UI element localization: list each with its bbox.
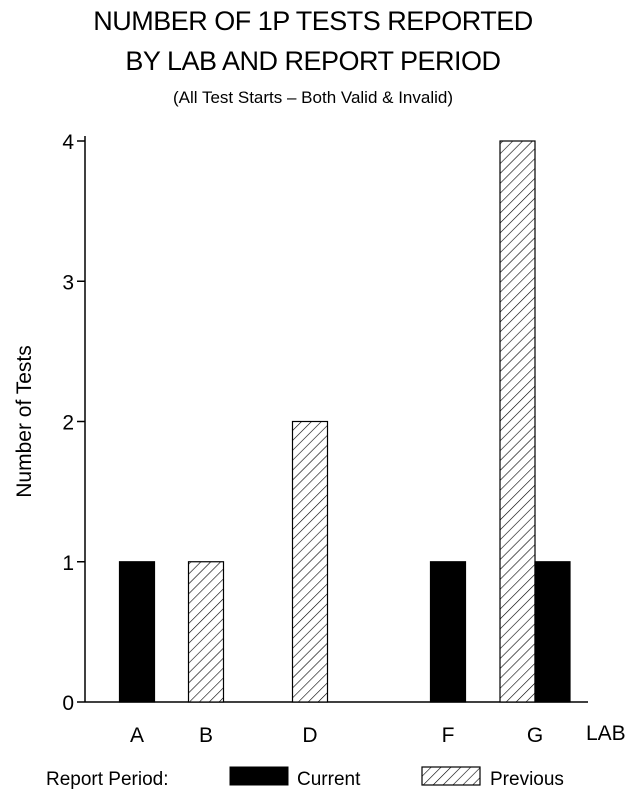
x-tick-label: G — [527, 724, 543, 747]
bar-current-g — [534, 561, 571, 703]
legend-label-current: Current — [297, 769, 361, 790]
legend-title: Report Period: — [46, 769, 169, 790]
legend: Report Period: Current Previous — [46, 766, 564, 790]
legend-swatch-current — [229, 766, 289, 786]
x-tick-label: F — [442, 724, 455, 747]
chart-title: NUMBER OF 1P TESTS REPORTED — [93, 6, 533, 36]
y-tick-label: 0 — [62, 692, 74, 715]
bar-previous-g — [499, 140, 536, 703]
y-axis-label: Number of Tests — [13, 345, 36, 498]
bar-previous-d — [291, 420, 329, 703]
x-tick-label: D — [302, 724, 317, 747]
y-tick-label: 4 — [62, 131, 74, 154]
bar-previous-b — [187, 561, 225, 703]
y-tick-label: 3 — [62, 271, 74, 294]
chart-subtitle: (All Test Starts – Both Valid & Invalid) — [173, 88, 453, 107]
legend-swatch-previous — [421, 766, 481, 786]
legend-label-previous: Previous — [490, 769, 564, 790]
x-tick-label: A — [130, 724, 144, 747]
bar-current-a — [118, 561, 156, 703]
y-tick-label: 2 — [62, 412, 74, 435]
y-tick-label: 1 — [62, 552, 74, 575]
bar-current-f — [429, 561, 467, 703]
bars — [118, 140, 571, 703]
chart-title-line2: BY LAB AND REPORT PERIOD — [125, 46, 501, 76]
x-axis-label: LAB — [586, 722, 626, 745]
axes: 0 1 2 3 4 Number of Tests A B D F G LAB — [13, 131, 626, 747]
x-tick-label: B — [199, 724, 213, 747]
